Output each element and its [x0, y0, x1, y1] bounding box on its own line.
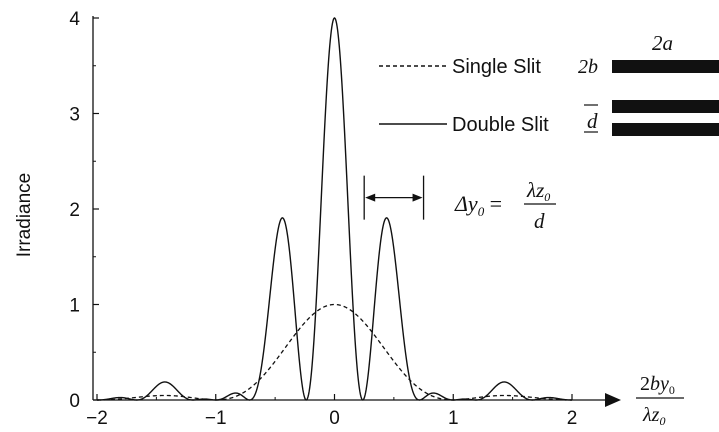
x-tick-label: −1 [205, 408, 227, 429]
fringe-spacing-annotation [363, 175, 425, 220]
single-slit-curve [97, 303, 572, 401]
fringe-spacing-formula: Δy0 = λz0 d [454, 178, 556, 233]
slit-width-label: 2a [652, 31, 673, 55]
y-axis-title: Irradiance [14, 173, 35, 258]
x-axis-arrowhead [605, 393, 621, 407]
x-label-den-sub: 0 [659, 414, 665, 428]
spacing-arrow-right [412, 193, 423, 202]
x-label-den: λz [642, 404, 660, 426]
y-tick-label: 1 [69, 296, 80, 317]
x-label-num-a: 2 [640, 373, 650, 395]
y-tick-label: 4 [69, 9, 80, 30]
double-slit-bar-top [612, 100, 719, 113]
spacing-arrow-left [365, 193, 376, 202]
formula-num: λz [526, 178, 544, 202]
x-axis-title: 2by0 λz0 [636, 373, 684, 428]
formula-den: d [534, 209, 545, 233]
x-tick-label: 1 [448, 408, 459, 429]
single-slit-bar [612, 60, 719, 73]
x-tick-label: −2 [86, 408, 108, 429]
x-label-num-sub: 0 [669, 383, 675, 397]
y-tick-label: 0 [69, 391, 80, 412]
formula-lhs-sub: 0 [478, 204, 485, 219]
legend-double-slit-label: Double Slit [452, 114, 549, 136]
series-layer [97, 17, 572, 401]
separation-label: d [587, 109, 598, 133]
legend: Single Slit Double Slit [379, 56, 549, 136]
svg-text:2by0: 2by0 [640, 373, 675, 397]
double-slit-bar-bottom [612, 123, 719, 136]
formula-num-sub: 0 [544, 190, 550, 204]
x-ticks: −2 −1 0 1 2 [86, 394, 577, 429]
x-tick-label: 0 [329, 408, 340, 429]
svg-text:λz0: λz0 [642, 404, 665, 428]
y-tick-label: 2 [69, 200, 80, 221]
svg-text:λz0: λz0 [526, 178, 550, 204]
formula-lhs: Δy [454, 191, 478, 216]
y-ticks: 0 1 2 3 4 [69, 9, 99, 412]
double-slit-curve [97, 17, 572, 401]
legend-single-slit-label: Single Slit [452, 56, 541, 78]
x-tick-label: 2 [567, 408, 578, 429]
y-tick-label: 3 [69, 105, 80, 126]
svg-text:Δy0=: Δy0 = [454, 191, 503, 219]
x-label-num-b: by [650, 373, 669, 395]
slit-diagrams: 2a 2b d [578, 31, 719, 136]
slit-height-label: 2b [578, 56, 598, 78]
